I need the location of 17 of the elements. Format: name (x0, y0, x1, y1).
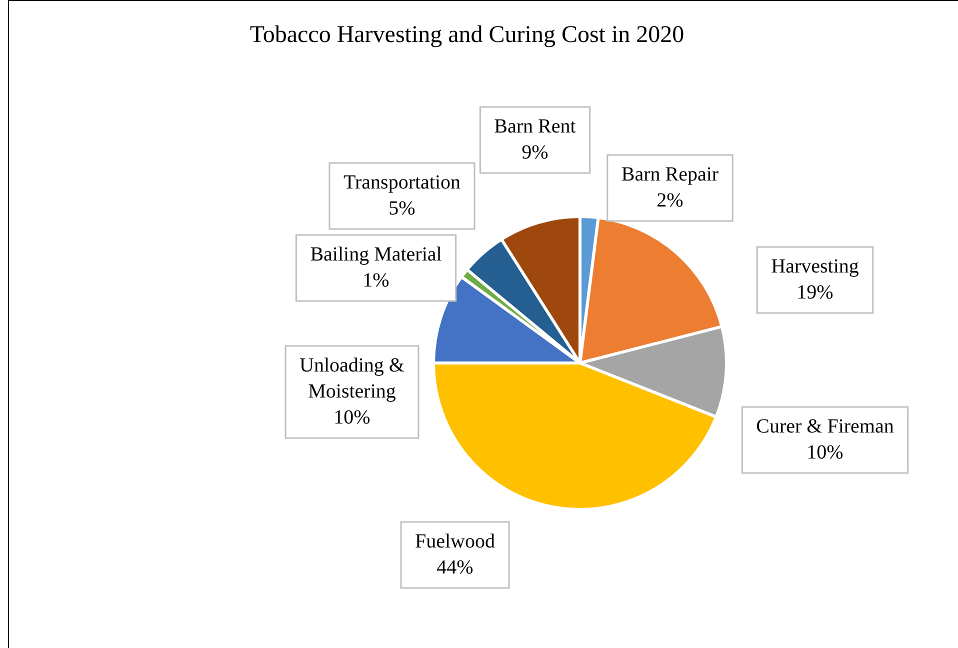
data-label: 5% (388, 197, 416, 220)
data-label: 10% (806, 441, 844, 464)
slice-label: Bailing Material (310, 243, 442, 266)
slice-label: Unloading & Moistering (300, 354, 405, 402)
slice-label: Harvesting (771, 255, 859, 278)
chart-title: Tobacco Harvesting and Curing Cost in 2020 (248, 22, 686, 49)
slice-label: Transportation (343, 171, 461, 194)
slice-label: Barn Rent (494, 115, 576, 138)
data-label: 2% (656, 189, 684, 212)
slice-label: Curer & Fireman (756, 415, 894, 438)
data-label: 9% (522, 141, 548, 164)
slice-label: Barn Repair (621, 163, 719, 186)
data-label: 1% (362, 269, 390, 292)
slice-label: Fuelwood (415, 530, 495, 552)
data-label: 10% (334, 406, 370, 428)
data-label: 44% (436, 556, 474, 578)
data-label: 19% (796, 281, 834, 304)
